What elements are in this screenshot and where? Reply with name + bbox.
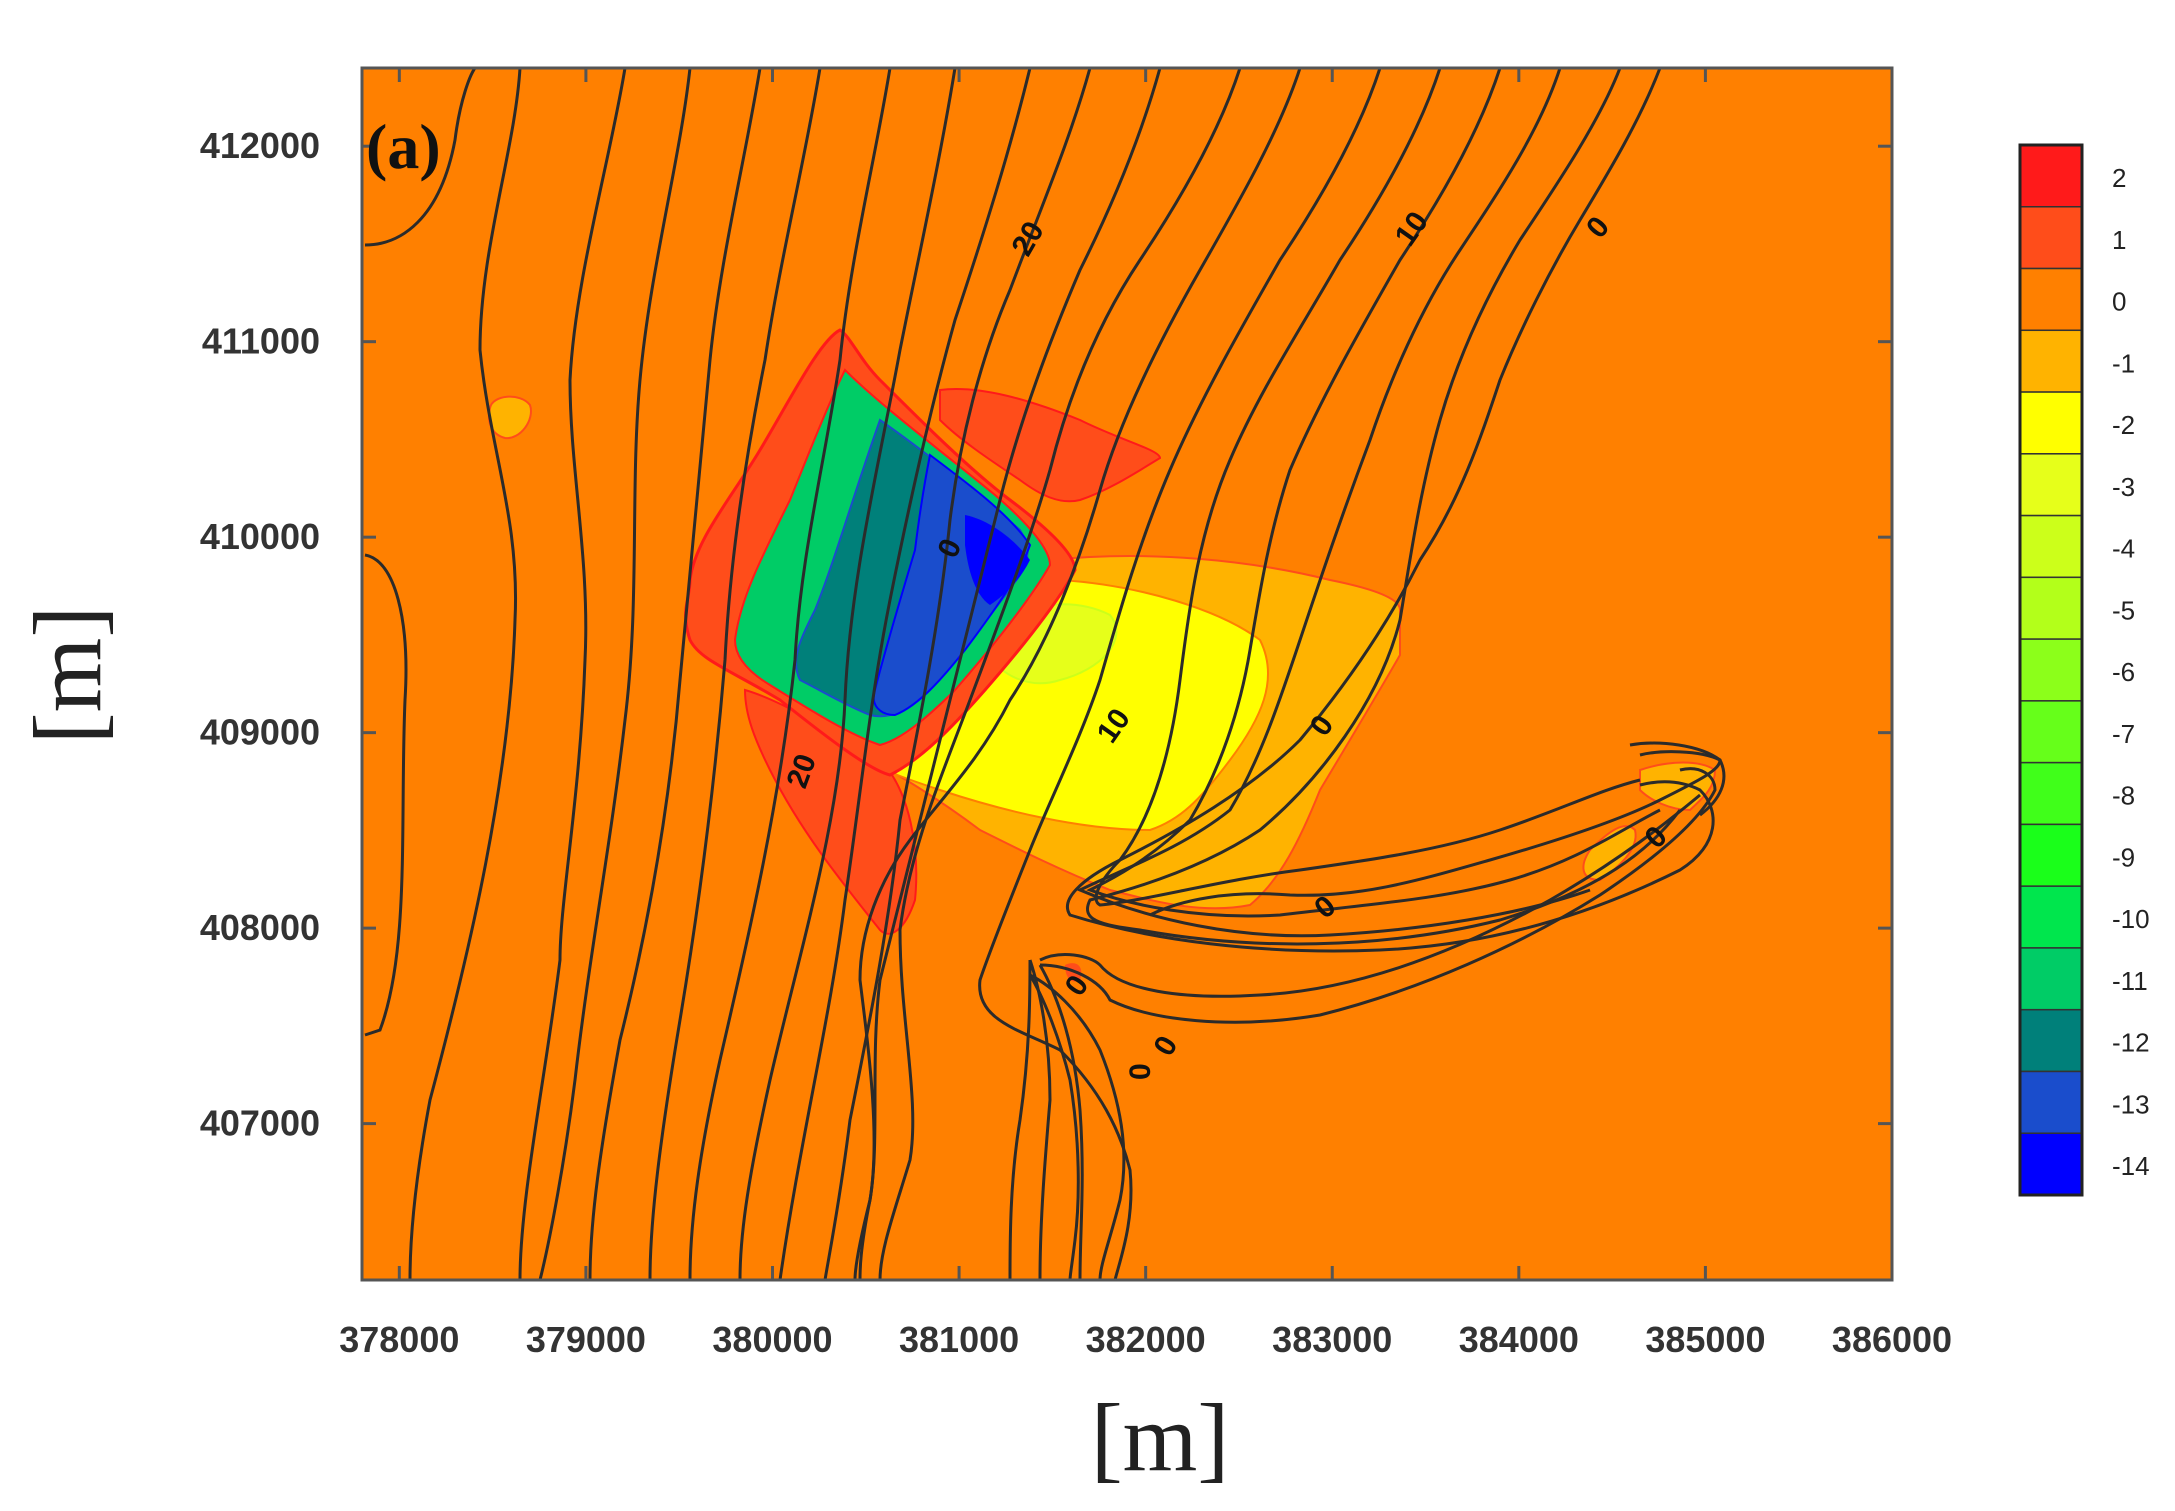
colorbar: 2 1 0 -1 -2 -3 -4 -5 -6 -7 -8 -9 -10 -11 -12 -13 -14: [2018, 143, 2150, 1197]
y-tick-label: 409000: [200, 712, 320, 753]
colorbar-swatch: [2019, 761, 2083, 826]
colorbar-label: -3: [2112, 472, 2135, 502]
colorbar-label: -13: [2112, 1089, 2150, 1119]
colorbar-swatch: [2019, 947, 2083, 1011]
y-axis-title: [m]: [14, 606, 121, 745]
x-tick-label: 385000: [1645, 1319, 1765, 1360]
colorbar-swatch: [2019, 576, 2083, 640]
colorbar-frame: [2018, 143, 2084, 1197]
x-tick-label: 383000: [1272, 1319, 1392, 1360]
colorbar-label: -5: [2112, 595, 2135, 625]
y-axis: 407000 408000 409000 410000 411000 412000: [200, 125, 1892, 1144]
patch-spit-mid: [1582, 825, 1637, 882]
x-axis-title: [m]: [1091, 1384, 1230, 1491]
y-tick-label: 407000: [200, 1103, 320, 1144]
y-tick-label: 408000: [200, 907, 320, 948]
colorbar-swatch: [2019, 1070, 2083, 1134]
colorbar-swatch: [2019, 329, 2083, 393]
colorbar-swatch: [2019, 267, 2083, 332]
plot-area: [362, 68, 1892, 1280]
colorbar-swatch: [2019, 638, 2083, 702]
colorbar-label: -10: [2112, 904, 2150, 934]
x-axis: 378000 379000 380000 381000 382000 383000 3840…: [339, 68, 1952, 1360]
x-tick-label: 378000: [339, 1319, 459, 1360]
colorbar-swatch: [2019, 453, 2083, 517]
colorbar-swatch: [2019, 206, 2083, 270]
colorbar-swatch: [2019, 885, 2083, 949]
colorbar-label: -2: [2112, 410, 2135, 440]
colorbar-label: -4: [2112, 534, 2135, 564]
colorbar-label: -6: [2112, 657, 2135, 687]
colorbar-swatch: [2019, 823, 2083, 887]
colorbar-swatch: [2019, 1132, 2083, 1196]
y-tick-label: 410000: [200, 516, 320, 557]
x-tick-label: 381000: [899, 1319, 1019, 1360]
plot-frame: [360, 66, 1894, 1282]
colorbar-label: -9: [2112, 842, 2135, 872]
y-tick-label: 412000: [200, 125, 320, 166]
colorbar-swatch: [2019, 700, 2083, 764]
colorbar-swatch: [2019, 391, 2083, 455]
x-tick-label: 386000: [1832, 1319, 1952, 1360]
x-tick-label: 379000: [526, 1319, 646, 1360]
colorbar-label: 2: [2112, 163, 2126, 193]
contour-label: 0: [1124, 1063, 1157, 1080]
colorbar-label: -11: [2112, 966, 2148, 996]
y-tick-label: 411000: [202, 321, 320, 362]
colorbar-label: 0: [2112, 287, 2126, 317]
x-tick-label: 384000: [1459, 1319, 1579, 1360]
colorbar-label: -7: [2112, 719, 2135, 749]
contour-lines: [364, 68, 1726, 1280]
colorbar-swatch: [2019, 514, 2083, 579]
panel-label: (a): [366, 111, 441, 182]
colorbar-label: -14: [2112, 1151, 2150, 1181]
colorbar-label: -8: [2112, 781, 2135, 811]
colorbar-swatch: [2019, 1008, 2083, 1073]
colorbar-swatch: [2019, 144, 2083, 208]
x-tick-label: 380000: [712, 1319, 832, 1360]
difference-patches: [487, 328, 1717, 982]
x-tick-label: 382000: [1086, 1319, 1206, 1360]
colorbar-label: -12: [2112, 1028, 2150, 1058]
colorbar-label: -1: [2112, 348, 2135, 378]
colorbar-label: 1: [2112, 225, 2126, 255]
pit-deep: [872, 453, 1032, 717]
